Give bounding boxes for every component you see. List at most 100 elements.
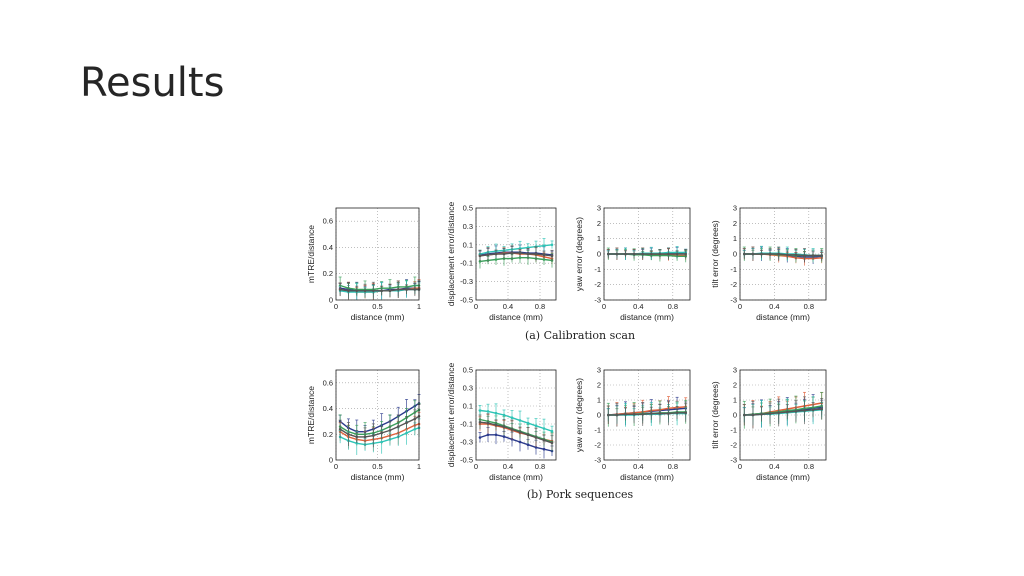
y-axis-label: tilt error (degrees) [710,381,720,449]
y-tick-label: -3 [594,296,601,305]
y-tick-label: -1 [594,265,601,274]
y-tick-label: 0 [329,296,333,305]
axes-frame [739,207,827,301]
series-line [479,252,553,257]
y-tick-label: -3 [730,296,737,305]
y-tick-label: 3 [733,204,737,213]
series-line [339,288,419,292]
axes-frame [603,207,691,301]
y-axis-label: tilt error (degrees) [710,220,720,288]
series-s5 [478,413,554,451]
y-tick-label: 3 [597,204,601,213]
x-tick-label: 0.5 [372,462,382,471]
x-tick-label: 0 [602,462,606,471]
y-tick-label: 3 [733,366,737,375]
x-tick-label: 0.4 [633,462,643,471]
y-tick-label: -2 [730,280,737,289]
chart-panel-5: 0 0.5 1 0 0.2 0.4 0.6 distance (mm) mTRE/distanc… [306,369,421,482]
x-tick-label: 0.4 [633,302,643,311]
x-axis-label: distance (mm) [351,472,405,482]
y-tick-label: 0 [597,411,601,420]
x-tick-label: 0.4 [769,462,779,471]
chart-panel-4: 0 0.4 0.8 -3 -2 -1 0 1 2 3 distance (mm) tilt error… [710,204,827,322]
y-tick-label: -2 [594,280,601,289]
y-tick-label: -2 [594,441,601,450]
y-tick-label: 2 [733,381,737,390]
y-tick-label: -3 [730,456,737,465]
x-axis-label: distance (mm) [489,312,543,322]
series-line [608,406,686,416]
x-tick-label: 0.8 [668,302,678,311]
x-tick-label: 0.8 [804,462,814,471]
series-s1 [338,394,421,444]
y-tick-label: 0 [733,411,737,420]
x-tick-label: 0.4 [503,462,513,471]
x-axis-label: distance (mm) [756,312,810,322]
x-tick-label: 0.4 [769,302,779,311]
series-s5 [606,401,688,427]
x-tick-label: 0.8 [535,302,545,311]
x-axis-label: distance (mm) [620,472,674,482]
y-tick-label: -0.5 [460,296,473,305]
y-axis-label: mTRE/distance [306,386,316,444]
series-s3 [338,400,421,446]
y-tick-label: 0.6 [323,378,333,387]
series-line [479,251,553,256]
series-s2 [606,396,688,426]
y-tick-label: 0.6 [323,217,333,226]
y-tick-label: 0.5 [463,366,473,375]
series-line [744,405,822,416]
series-line [479,418,553,443]
series-s4 [478,403,554,438]
x-tick-label: 0 [738,462,742,471]
x-tick-label: 0.8 [535,462,545,471]
y-tick-label: -1 [594,426,601,435]
y-axis-label: yaw error (degrees) [574,217,584,291]
axes-frame [739,369,827,461]
y-tick-label: 1 [597,396,601,405]
y-axis-label: displacement error/distance [446,363,456,468]
y-tick-label: -0.5 [460,456,473,465]
x-tick-label: 0 [474,302,478,311]
y-tick-label: 1 [733,234,737,243]
y-tick-label: -0.1 [460,420,473,429]
y-tick-label: 0.5 [463,204,473,213]
y-tick-label: -1 [730,426,737,435]
chart-panel-3: 0 0.4 0.8 -3 -2 -1 0 1 2 3 distance (mm) yaw error … [574,204,691,322]
y-tick-label: -1 [730,265,737,274]
y-tick-label: 0 [597,250,601,259]
chart-panel-6: 0 0.4 0.8 -0.5 -0.3 -0.1 0.1 0.3 0.5 distance (mm… [446,363,557,482]
chart-panel-2: 0 0.4 0.8 -0.5 -0.3 -0.1 0.1 0.3 0.5 distance (mm… [446,202,557,322]
y-tick-label: 2 [597,381,601,390]
series-line [744,253,822,257]
series-s2 [742,246,824,266]
x-tick-label: 1 [417,462,421,471]
x-axis-label: distance (mm) [620,312,674,322]
series-s5 [742,246,824,263]
y-tick-label: 0.3 [463,222,473,231]
y-tick-label: 0 [733,250,737,259]
series-s5 [478,245,554,263]
x-tick-label: 1 [417,302,421,311]
y-tick-label: 0.4 [323,243,333,252]
series-line [479,421,553,444]
y-tick-label: -0.3 [460,277,473,286]
series-s4 [478,238,554,259]
slide-title: Results [80,60,225,106]
x-axis-label: distance (mm) [351,312,405,322]
x-axis-label: distance (mm) [489,472,543,482]
series-line [479,434,553,452]
y-tick-label: -0.3 [460,438,473,447]
y-tick-label: 2 [733,219,737,228]
y-axis-label: yaw error (degrees) [574,378,584,452]
axes-frame [475,369,557,461]
series-line [479,257,553,263]
series-s5 [338,404,421,448]
axes-frame [475,207,557,301]
x-tick-label: 0.8 [804,302,814,311]
y-tick-label: 0.3 [463,384,473,393]
series-line [608,412,686,416]
series-line [339,415,420,438]
chart-panel-7: 0 0.4 0.8 -3 -2 -1 0 1 2 3 distance (mm) yaw error … [574,366,691,482]
axes-frame [335,207,420,301]
